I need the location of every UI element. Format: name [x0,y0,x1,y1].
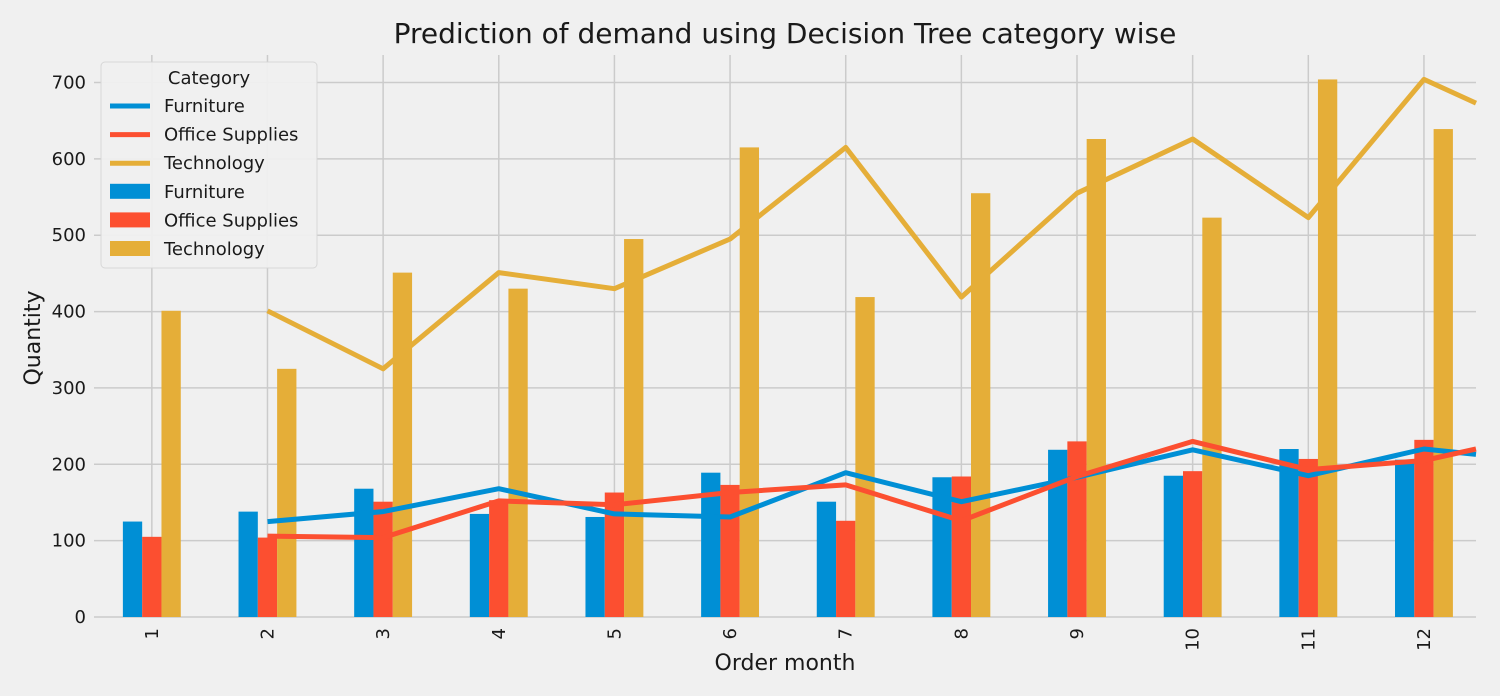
legend-label-bar-furniture: Furniture [164,182,245,203]
bar-office-supplies-12 [1414,439,1434,617]
bar-furniture-9 [1048,449,1068,617]
bar-furniture-6 [701,472,721,617]
bar-office-supplies-8 [951,476,972,617]
y-tick-label-200: 200 [52,454,86,475]
legend-box [100,61,318,269]
bar-furniture-3 [354,488,374,617]
x-tick-label-5: 5 [604,628,625,639]
bar-office-supplies-10 [1183,471,1203,617]
x-tick-label-2: 2 [257,628,278,639]
bar-furniture-11 [1279,449,1299,617]
x-tick-label-1: 1 [142,628,163,639]
line-technology [266,76,1478,372]
x-tick-label-11: 11 [1298,628,1319,651]
y-tick-label-0: 0 [75,607,86,628]
y-tick-label-100: 100 [52,531,86,552]
bar-technology-8 [971,193,991,618]
bar-technology-12 [1433,129,1453,617]
bar-office-supplies-7 [836,520,856,617]
y-axis-ticks: 0 100 200 300 400 500 600 700 [52,72,86,628]
bar-technology-5 [624,239,644,617]
x-tick-label-7: 7 [836,628,857,639]
x-tick-label-10: 10 [1183,628,1204,651]
bar-office-supplies-9 [1067,441,1087,617]
bar-office-supplies-2 [257,537,278,617]
x-tick-label-3: 3 [373,628,394,639]
bar-technology-4 [508,288,528,617]
bar-technology-6 [739,147,760,617]
line-office-supplies [267,438,1477,541]
bar-technology-2 [277,368,297,617]
y-tick-label-400: 400 [52,302,86,323]
legend-label-bar-office-supplies: Office Supplies [164,210,298,231]
x-tick-label-6: 6 [720,628,741,639]
y-tick-label-500: 500 [52,225,86,246]
legend-bar-swatch-office-supplies [110,212,150,228]
legend-label-bar-technology: Technology [163,239,265,260]
x-axis-ticks: 1 2 3 4 5 6 7 8 9 10 11 12 [142,628,1435,651]
lines-group [266,76,1478,541]
bar-technology-7 [855,297,875,617]
bar-furniture-7 [816,501,837,617]
bar-office-supplies-6 [720,484,740,617]
bars-group [122,79,1453,618]
legend-label-line-furniture: Furniture [164,96,245,117]
legend-label-line-office-supplies: Office Supplies [164,125,298,146]
bar-technology-11 [1317,79,1338,617]
x-tick-label-8: 8 [951,628,972,639]
bar-furniture-10 [1163,475,1184,617]
legend: Category Furniture Office Supplies Technolo… [100,61,318,269]
bar-office-supplies-5 [604,492,625,617]
y-axis-title: Quantity [21,290,46,385]
legend-bar-swatch-furniture [110,183,150,199]
bar-technology-3 [392,272,413,617]
bar-office-supplies-1 [142,536,162,617]
x-tick-label-4: 4 [489,628,510,639]
x-tick-label-12: 12 [1414,628,1435,651]
bar-technology-1 [161,310,181,617]
bar-technology-10 [1202,217,1222,617]
x-tick-label-9: 9 [1067,628,1088,639]
x-axis-title: Order month [715,651,856,676]
legend-bar-swatch-technology [110,241,150,256]
chart-title: Prediction of demand using Decision Tree… [394,17,1177,50]
y-tick-label-300: 300 [52,378,86,399]
bar-furniture-1 [122,521,143,617]
bar-office-supplies-4 [489,500,509,617]
legend-title: Category [168,68,251,89]
line-furniture [267,446,1477,525]
y-tick-label-600: 600 [52,149,86,170]
legend-label-line-technology: Technology [163,153,265,174]
bar-furniture-12 [1395,459,1415,617]
bar-technology-9 [1086,138,1106,617]
bar-furniture-5 [585,516,605,617]
y-tick-label-700: 700 [52,72,86,93]
bar-furniture-4 [469,513,490,617]
bar-office-supplies-3 [373,501,393,617]
bar-office-supplies-11 [1298,458,1318,617]
bar-furniture-2 [238,511,258,617]
